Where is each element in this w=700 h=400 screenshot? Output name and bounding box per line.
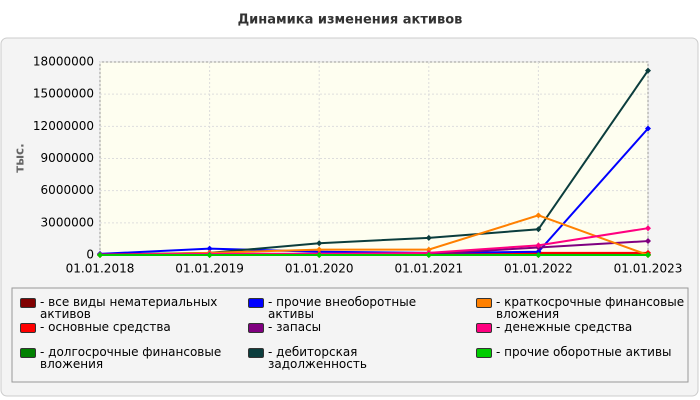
chart-title: Динамика изменения активов — [238, 13, 463, 28]
legend-label: - прочие оборотные активы — [496, 345, 672, 359]
legend-label: - краткосрочные финансовые вложения — [496, 295, 685, 321]
legend-box — [11, 287, 689, 383]
legend-label: - запасы — [268, 320, 322, 334]
x-tick-label: 01.01.2020 — [285, 262, 354, 276]
legend-entry: - основные средства — [20, 321, 230, 333]
legend-label: - прочие внеоборотные активы — [268, 295, 417, 321]
x-tick-label: 01.01.2022 — [504, 262, 573, 276]
x-tick-label: 01.01.2023 — [614, 262, 683, 276]
y-tick-label: 12000000 — [33, 119, 94, 133]
y-tick-label: 15000000 — [33, 87, 94, 101]
point — [645, 67, 651, 74]
point — [535, 252, 542, 258]
point — [316, 240, 323, 247]
point — [645, 252, 651, 258]
legend-swatch — [476, 323, 492, 333]
point — [316, 246, 323, 253]
legend-swatch — [20, 348, 36, 358]
legend-swatch — [20, 298, 36, 308]
legend-label: - долгосрочные финансовые вложения — [40, 345, 222, 371]
point — [425, 252, 432, 258]
point — [206, 252, 213, 258]
y-tick-label: 0 — [86, 248, 94, 262]
y-tick-label: 3000000 — [41, 215, 94, 229]
point — [425, 234, 432, 241]
x-tick-label: 01.01.2018 — [66, 262, 135, 276]
point — [206, 245, 213, 252]
y-tick-label: 6000000 — [41, 183, 94, 197]
x-tick-label: 01.01.2021 — [394, 262, 463, 276]
legend-entry: - прочие оборотные активы — [476, 346, 686, 358]
legend-entry: - краткосрочные финансовые вложения — [476, 296, 686, 320]
legend-entry: - прочие внеоборотные активы — [248, 296, 458, 320]
point — [425, 246, 432, 253]
y-tick-label: 9000000 — [41, 151, 94, 165]
point — [645, 238, 651, 245]
point — [316, 252, 323, 258]
legend-entry: - запасы — [248, 321, 458, 333]
y-tick-label: 18000000 — [33, 55, 94, 69]
legend-swatch — [248, 323, 264, 333]
legend-label: - все виды нематериальных активов — [40, 295, 218, 321]
legend-swatch — [20, 323, 36, 333]
legend-swatch — [248, 298, 264, 308]
legend-label: - основные средства — [40, 320, 171, 334]
legend-label: - дебиторская задолженность — [268, 345, 367, 371]
point — [535, 242, 542, 249]
x-tick-label: 01.01.2019 — [175, 262, 244, 276]
legend-entry: - все виды нематериальных активов — [20, 296, 230, 320]
point — [535, 248, 542, 255]
point — [535, 226, 542, 233]
point — [645, 125, 651, 132]
legend-swatch — [248, 348, 264, 358]
point — [97, 252, 103, 258]
legend-label: - денежные средства — [496, 320, 633, 334]
legend-entry: - дебиторская задолженность — [248, 346, 458, 370]
point — [645, 225, 651, 232]
legend-entry: - долгосрочные финансовые вложения — [20, 346, 230, 370]
legend-swatch — [476, 298, 492, 308]
y-axis-label: тыс. — [13, 143, 27, 172]
point — [535, 212, 542, 219]
legend-swatch — [476, 348, 492, 358]
series-line — [99, 127, 649, 255]
legend-entry: - денежные средства — [476, 321, 686, 333]
